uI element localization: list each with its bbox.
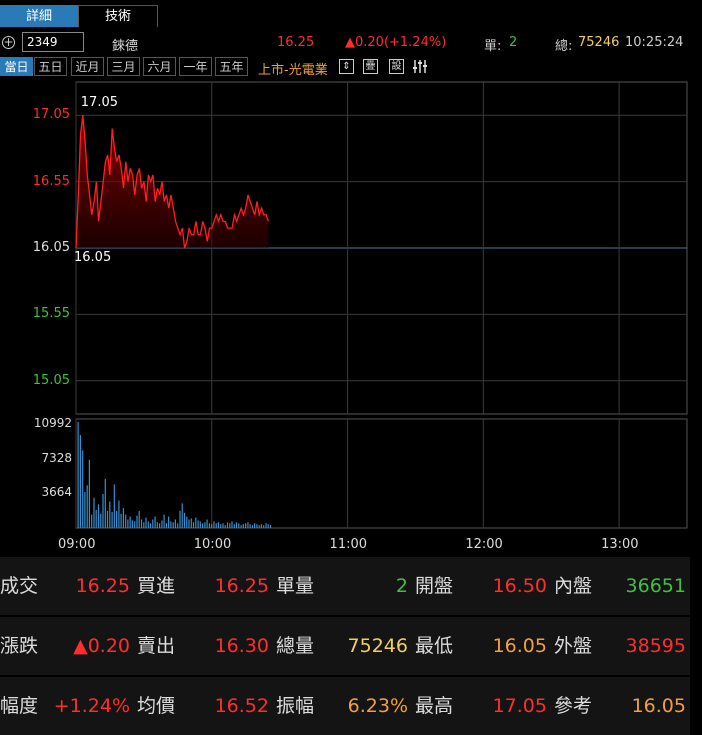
tab-technical[interactable]: 技術 [78, 5, 158, 27]
table-value: 17.05 [492, 695, 547, 717]
single-volume-label: 單: [484, 39, 502, 54]
time-tick-label: 09:00 [58, 537, 96, 552]
price-tick-label: 15.05 [32, 372, 70, 388]
high-price-label: 17.05 [80, 95, 118, 111]
price-tick-label: 17.05 [32, 107, 70, 123]
table-label: 最高 [415, 695, 454, 717]
table-label: 漲跌 [0, 635, 39, 657]
table-value: 6.23% [347, 695, 408, 717]
stock-name: 錸德 [112, 39, 139, 54]
volume-chart-grid [75, 418, 688, 529]
table-label: 內盤 [554, 575, 593, 597]
table-value: ▲0.20 [73, 635, 130, 657]
table-label: 成交 [0, 575, 39, 597]
single-volume-value: 2 [509, 35, 518, 50]
period-5day-button[interactable]: 五日 [34, 57, 67, 76]
table-row: 成交 16.25 買進 16.25 單量 2 開盤 16.50 內盤 36651 [0, 557, 690, 615]
settings-icon[interactable]: 設 [389, 59, 404, 74]
table-label: 振幅 [276, 695, 315, 717]
table-label: 總量 [276, 635, 315, 657]
swap-vertical-icon[interactable]: ⇕ [339, 59, 354, 74]
price-line [75, 115, 270, 249]
price-chart-grid [75, 81, 688, 415]
volume-tick-label: 7328 [41, 450, 72, 465]
table-value: 75246 [347, 635, 408, 657]
period-1year-button[interactable]: 一年 [179, 57, 212, 76]
table-value: 2 [395, 575, 408, 597]
table-label: 賣出 [137, 635, 176, 657]
volume-tick-label: 3664 [41, 485, 72, 500]
table-value: 16.52 [214, 695, 269, 717]
table-value: 16.05 [492, 635, 547, 657]
period-6month-button[interactable]: 六月 [143, 57, 176, 76]
period-1month-button[interactable]: 近月 [71, 57, 104, 76]
table-label: 開盤 [415, 575, 454, 597]
table-value: 16.50 [492, 575, 547, 597]
time-tick-label: 11:00 [329, 537, 368, 552]
table-label: 買進 [137, 575, 176, 597]
table-value: +1.24% [53, 695, 130, 717]
total-volume-value: 75246 [578, 35, 620, 50]
stock-code-input[interactable] [22, 32, 84, 52]
price-tick-label: 15.55 [32, 306, 70, 322]
volume-chart-frame [75, 418, 688, 529]
add-stock-icon[interactable]: + [2, 35, 15, 49]
table-label: 參考 [554, 695, 593, 717]
table-value: 36651 [625, 575, 686, 597]
table-value: 16.25 [75, 575, 130, 597]
table-value: 38595 [625, 635, 686, 657]
indicator-icon[interactable] [412, 58, 430, 75]
period-intraday-button[interactable]: 當日 [0, 57, 33, 76]
table-label: 均價 [137, 695, 176, 717]
market-tag: 上市-光電業 [258, 63, 328, 78]
low-price-label: 16.05 [74, 250, 112, 265]
time-tick-label: 13:00 [601, 537, 639, 552]
table-value: 16.30 [214, 635, 269, 657]
table-label: 幅度 [0, 695, 39, 717]
table-row: 漲跌 ▲0.20 賣出 16.30 總量 75246 最低 16.05 外盤 38595 [0, 617, 690, 675]
table-label: 單量 [276, 575, 315, 597]
stock-change: ▲0.20(+1.24%) [345, 35, 447, 50]
table-label: 最低 [415, 635, 454, 657]
quote-time: 10:25:24 [625, 35, 684, 50]
overlay-icon[interactable]: 疊 [363, 59, 378, 74]
time-tick-label: 10:00 [193, 537, 232, 552]
table-value: 16.05 [631, 695, 686, 717]
table-row: 幅度 +1.24% 均價 16.52 振幅 6.23% 最高 17.05 參考 16.05 [0, 677, 690, 735]
tab-detail[interactable]: 詳細 [0, 5, 78, 27]
period-3month-button[interactable]: 三月 [107, 57, 140, 76]
table-value: 16.25 [214, 575, 269, 597]
volume-bars [77, 421, 272, 528]
time-tick-label: 12:00 [465, 537, 503, 552]
table-label: 外盤 [554, 635, 593, 657]
period-5year-button[interactable]: 五年 [215, 57, 248, 76]
total-volume-label: 總: [555, 39, 573, 54]
price-tick-label: 16.55 [32, 173, 70, 189]
stock-price: 16.25 [277, 35, 315, 50]
volume-tick-label: 10992 [33, 415, 72, 430]
price-tick-label: 16.05 [32, 240, 70, 255]
price-area-fill [76, 115, 269, 248]
